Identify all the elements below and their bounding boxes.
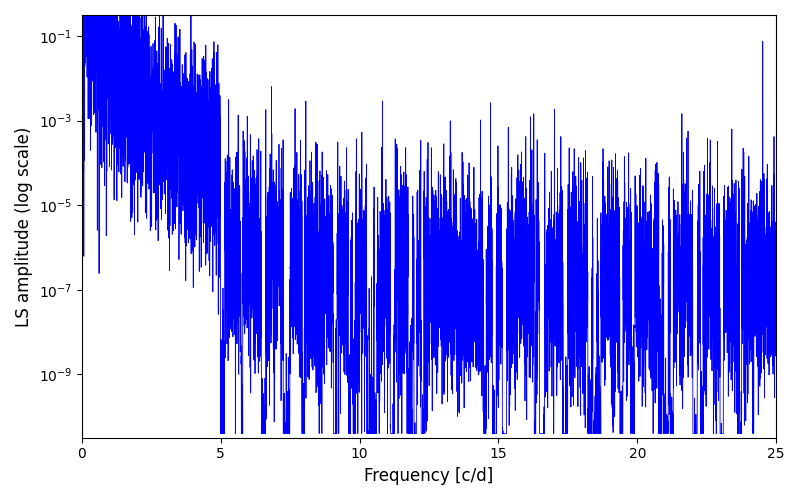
Y-axis label: LS amplitude (log scale): LS amplitude (log scale) xyxy=(15,126,33,326)
X-axis label: Frequency [c/d]: Frequency [c/d] xyxy=(364,467,494,485)
